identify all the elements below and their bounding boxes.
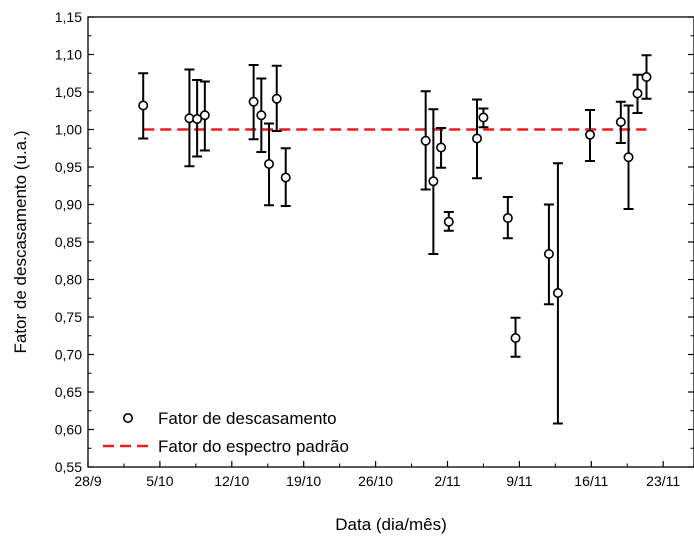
data-point xyxy=(472,133,483,144)
data-point xyxy=(623,152,634,163)
data-point xyxy=(280,172,291,183)
data-point xyxy=(543,249,554,260)
x-axis-title: Data (dia/mês) xyxy=(335,515,446,534)
legend-label-series-1: Fator de descasamento xyxy=(158,409,337,428)
legend-marker-circle xyxy=(123,412,134,423)
ticks-layer: 28/9 5/10 12/10 19/10 26/10 2/11 9/11 16/11 23/1… xyxy=(55,9,694,489)
x-tick-label: 2/11 xyxy=(434,473,460,489)
y-tick-label: 1,10 xyxy=(55,47,82,63)
data-point xyxy=(271,93,282,104)
x-tick-label: 28/9 xyxy=(74,473,101,489)
x-tick-label: 19/10 xyxy=(286,473,321,489)
data-point xyxy=(443,216,454,227)
data-point xyxy=(478,112,489,123)
x-tick-label: 26/10 xyxy=(358,473,393,489)
data-point xyxy=(552,287,563,298)
y-tick-label: 0,65 xyxy=(55,384,82,400)
errorbar-layer xyxy=(138,54,652,425)
y-tick-label: 0,95 xyxy=(55,159,82,175)
y-tick-label: 0,85 xyxy=(55,234,82,250)
x-tick-label: 5/10 xyxy=(146,473,173,489)
data-point xyxy=(420,135,431,146)
data-point xyxy=(199,110,210,121)
data-point xyxy=(615,117,626,128)
y-tick-label: 0,70 xyxy=(55,347,82,363)
data-point xyxy=(138,100,149,111)
x-tick-label: 9/11 xyxy=(506,473,532,489)
y-tick-label: 0,60 xyxy=(55,422,82,438)
data-point xyxy=(632,88,643,99)
x-tick-label: 12/10 xyxy=(214,473,249,489)
data-point xyxy=(264,159,275,170)
data-point xyxy=(510,332,521,343)
data-point xyxy=(256,110,267,121)
y-tick-label: 0,75 xyxy=(55,309,82,325)
y-tick-label: 0,90 xyxy=(55,197,82,213)
data-point xyxy=(248,96,259,107)
data-point xyxy=(502,213,513,224)
y-axis-title: Fator de descasamento (u.a.) xyxy=(11,130,30,353)
marker-layer xyxy=(138,72,652,343)
data-point xyxy=(428,176,439,187)
data-point xyxy=(192,114,203,125)
x-tick-label: 23/11 xyxy=(646,473,680,489)
data-point xyxy=(436,142,447,153)
y-tick-label: 0,55 xyxy=(55,459,82,475)
legend-label-series-2: Fator do espectro padrão xyxy=(158,437,349,456)
x-tick-label: 16/11 xyxy=(574,473,608,489)
plot-frame xyxy=(87,16,694,468)
y-tick-label: 0,80 xyxy=(55,272,82,288)
y-tick-label: 1,15 xyxy=(55,9,82,25)
legend: Fator de descasamento Fator do espectro … xyxy=(103,409,349,456)
data-point xyxy=(585,129,596,140)
data-point xyxy=(641,72,652,83)
y-tick-label: 1,00 xyxy=(55,122,82,138)
y-tick-label: 1,05 xyxy=(55,84,82,100)
